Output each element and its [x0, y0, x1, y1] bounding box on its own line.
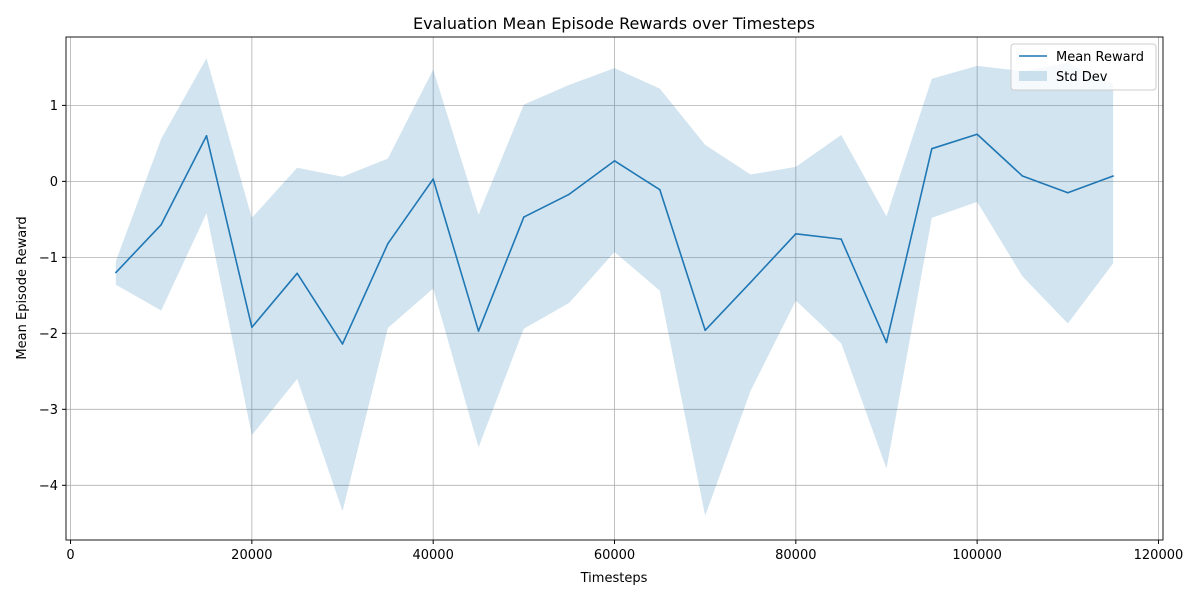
y-tick-label: 1 [50, 99, 58, 114]
x-tick-label: 100000 [952, 548, 1002, 563]
x-axis-label: Timesteps [580, 571, 648, 586]
x-tick-label: 40000 [412, 548, 453, 563]
mean-reward-point [1112, 175, 1114, 177]
mean-reward-point [477, 330, 480, 332]
mean-reward-point [341, 343, 344, 345]
y-tick-label: −2 [39, 327, 58, 342]
legend-label-mean-reward: Mean Reward [1056, 50, 1144, 65]
y-tick-label: −4 [39, 479, 58, 494]
mean-reward-point [568, 193, 570, 196]
mean-reward-point [251, 326, 253, 329]
y-axis-label: Mean Episode Reward [15, 216, 30, 359]
mean-reward-point [205, 134, 208, 137]
y-tick-label: 0 [50, 175, 58, 190]
mean-reward-point [976, 133, 978, 136]
plot-area: 0 20000 40000 60000 80000 100000 120000 −4 −3 −2 −… [39, 36, 1184, 563]
mean-reward-point [115, 271, 117, 274]
mean-reward-point [704, 329, 706, 332]
x-tick-label: 120000 [1134, 548, 1184, 563]
x-tick-label: 60000 [594, 548, 635, 563]
mean-reward-point [749, 281, 752, 284]
x-tick-label: 80000 [775, 548, 816, 563]
y-tick-label: −3 [39, 403, 58, 418]
mean-reward-point [1021, 175, 1024, 177]
chart-title: Evaluation Mean Episode Rewards over Tim… [413, 14, 815, 33]
mean-reward-point [659, 188, 661, 191]
mean-reward-point [1067, 191, 1069, 194]
mean-reward-point [795, 232, 797, 235]
mean-reward-point [160, 223, 162, 226]
mean-reward-point [931, 147, 933, 150]
mean-reward-point [840, 238, 842, 240]
x-tick-label: 0 [66, 548, 74, 563]
legend-box [1010, 43, 1157, 91]
mean-reward-point [432, 178, 434, 180]
legend-label-std-dev: Std Dev [1056, 70, 1108, 85]
mean-reward-point [885, 341, 888, 344]
legend: Mean Reward Std Dev [1010, 43, 1157, 91]
x-tick-label: 20000 [231, 548, 272, 563]
std-dev-band [115, 58, 1114, 516]
legend-swatch-std-dev [1019, 71, 1047, 81]
y-tick-label: −1 [39, 251, 58, 266]
mean-reward-point [387, 242, 389, 245]
mean-reward-point [613, 160, 616, 162]
mean-reward-point [523, 216, 525, 218]
mean-reward-point [296, 272, 298, 275]
